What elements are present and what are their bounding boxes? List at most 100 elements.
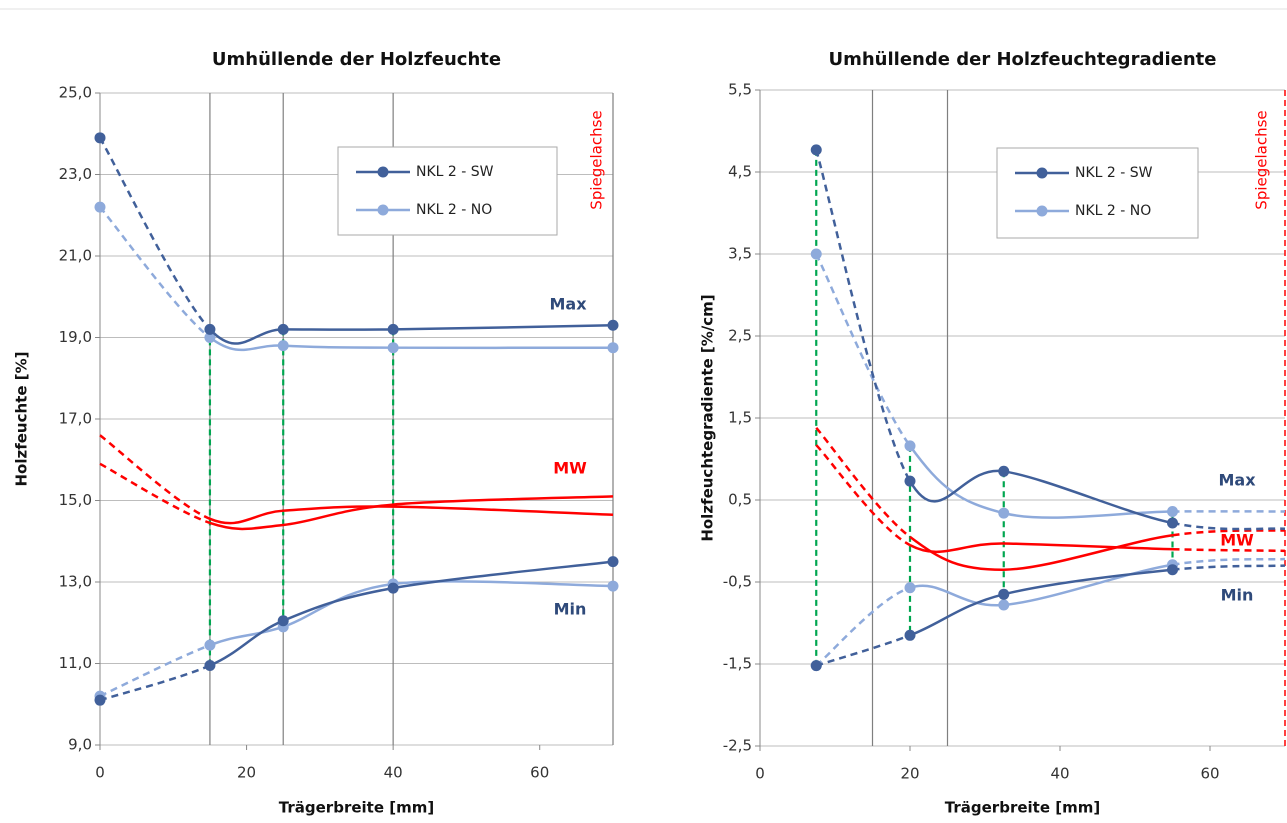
series-line [815,634,911,667]
series-line [815,444,911,547]
point [998,507,1010,519]
point [904,440,916,452]
legend-label: NKL 2 - SW [1075,165,1153,181]
legend-marker [377,204,389,216]
annotation: Max [1218,471,1256,490]
mirror-label: Spiegelachse [1253,110,1271,209]
point [277,615,289,627]
point [387,582,399,594]
x-axis-label: Trägerbreite [mm] [279,799,434,817]
x-axis-label: Trägerbreite [mm] [945,799,1100,817]
series-line [815,253,912,447]
point [1167,564,1178,576]
y-tick-label: 5,5 [728,81,752,99]
legend-label: NKL 2 - SW [416,164,494,180]
point [607,556,619,568]
y-tick-label: -1,5 [723,655,752,673]
point [607,319,619,331]
point [904,629,916,641]
point [1167,517,1178,529]
annotation: Min [554,600,587,619]
chart-title: Umhüllende der Holzfeuchte [212,49,501,70]
series-line [815,149,912,482]
point [1167,505,1178,517]
y-tick-label: 0,5 [728,491,752,509]
series-line [909,542,1173,554]
y-tick-label: 2,5 [728,327,752,345]
point [204,332,216,343]
chart-title: Umhüllende der Holzfeuchtegradiente [829,49,1217,70]
series-line [99,664,211,702]
series-line [209,324,614,345]
legend-marker [1036,205,1048,217]
y-tick-label: 19,0 [59,328,92,346]
y-tick-label: 13,0 [59,573,92,591]
point [998,465,1010,477]
legend-box [337,146,558,236]
series-line [209,336,614,352]
point [810,660,822,672]
series-line [909,568,1173,637]
series-line [209,495,614,531]
point [387,323,399,335]
series-line [1172,547,1286,553]
series-line [98,137,211,331]
series-line [209,505,614,525]
x-tick-label: 60 [530,764,549,782]
x-tick-label: 0 [95,764,105,782]
y-tick-label: 3,5 [728,245,752,263]
x-tick-label: 60 [1200,765,1219,783]
x-tick-label: 40 [1050,765,1069,783]
series-line [99,206,211,339]
y-tick-label: -0,5 [723,573,752,591]
x-tick-label: 40 [384,764,403,782]
series-line [908,469,1173,525]
point [94,694,106,706]
point [810,248,822,260]
x-tick-label: 0 [755,765,765,783]
y-tick-label: 17,0 [59,410,92,428]
y-tick-label: 1,5 [728,409,752,427]
y-tick-label: -2,5 [723,737,752,755]
legend-box [996,147,1199,239]
point [904,475,916,487]
y-tick-label: 4,5 [728,163,752,181]
series-line [99,643,211,698]
mirror-label: Spiegelachse [588,110,606,209]
series-line [209,560,614,667]
point [277,323,289,335]
y-tick-label: 21,0 [59,247,92,265]
y-axis-label: Holzfeuchte [%] [13,352,31,487]
legend-label: NKL 2 - NO [416,202,492,218]
point [387,342,399,354]
series-line [815,427,911,538]
point [204,639,216,651]
series-line [209,580,614,647]
point [94,201,106,213]
series-line [1172,564,1286,571]
point [998,599,1010,611]
legend-label: NKL 2 - NO [1075,203,1151,219]
series-line [99,434,211,520]
point [607,342,619,354]
series-line [1172,557,1286,567]
series-line [815,586,911,667]
y-tick-label: 15,0 [59,491,92,509]
legend-marker [1036,167,1048,179]
point [904,582,916,594]
series-line [909,534,1173,571]
x-tick-label: 20 [900,765,919,783]
series-line [99,462,211,525]
y-tick-label: 11,0 [59,654,92,672]
series-line [909,563,1173,607]
annotation: Max [549,295,587,314]
y-tick-label: 25,0 [59,84,92,102]
point [204,660,216,672]
point [998,588,1010,600]
x-tick-label: 20 [237,764,256,782]
point [204,323,216,335]
y-tick-label: 9,0 [68,736,92,754]
series-line [1172,521,1286,531]
annotation: MW [553,459,587,478]
